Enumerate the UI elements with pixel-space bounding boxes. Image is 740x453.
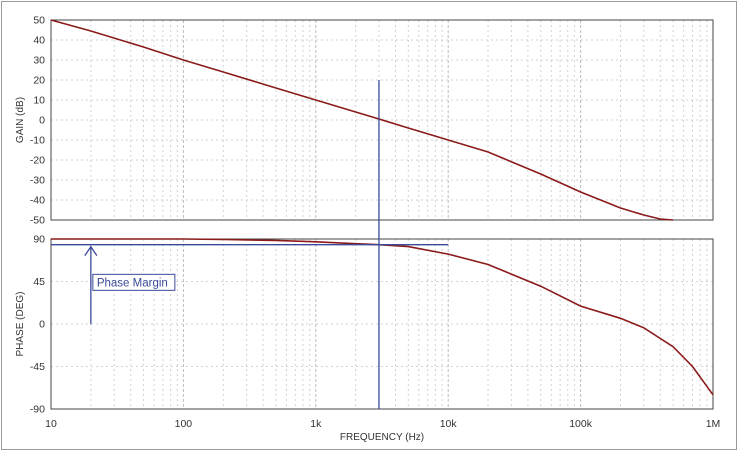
y-tick-label: -40	[30, 195, 45, 207]
y-tick-label: 90	[33, 234, 45, 246]
x-tick-label: 1M	[706, 418, 721, 430]
y-tick-label: -30	[30, 175, 45, 187]
y-tick-label: 0	[39, 115, 45, 127]
y-tick-label: -10	[30, 135, 45, 147]
phase-margin-label: Phase Margin	[97, 277, 168, 289]
gain-series-line	[50, 19, 674, 221]
y-tick-label: -50	[30, 215, 45, 227]
x-tick-label: 100	[175, 418, 193, 430]
y-tick-label: 40	[33, 35, 45, 47]
x-tick-label: 100k	[569, 418, 593, 430]
x-axis-label: FREQUENCY (Hz)	[340, 432, 424, 443]
x-tick-label: 10k	[440, 418, 458, 430]
phase-plot-area	[50, 238, 714, 410]
phase-axis-label: PHASE (DEG)	[15, 291, 26, 356]
y-tick-label: -45	[30, 361, 45, 373]
phase-margin-arrow-head	[84, 245, 98, 257]
y-tick-label: 45	[33, 276, 45, 288]
gain-y-tick-labels: 50 40 30 20 10 0 -10 -20 -30 -40 -50	[30, 15, 45, 227]
gain-axis-label: GAIN (dB)	[15, 97, 26, 143]
x-tick-labels: 10 100 1k 10k 100k 1M	[45, 418, 720, 430]
phase-y-tick-labels: 90 45 0 -45 -90	[30, 234, 45, 416]
y-tick-label: -20	[30, 155, 45, 167]
y-tick-label: 20	[33, 75, 45, 87]
y-tick-label: 10	[33, 95, 45, 107]
x-tick-label: 1k	[310, 418, 322, 430]
x-tick-label: 10	[45, 418, 57, 430]
phase-gridlines	[51, 239, 713, 409]
phase-margin-label-box	[92, 273, 176, 291]
y-tick-label: 50	[33, 15, 45, 27]
y-tick-label: 30	[33, 55, 45, 67]
gain-plot-area	[50, 19, 714, 221]
phase-series-line	[51, 238, 714, 396]
gain-gridlines	[51, 20, 713, 220]
y-tick-label: -90	[30, 404, 45, 416]
y-tick-label: 0	[39, 319, 45, 331]
